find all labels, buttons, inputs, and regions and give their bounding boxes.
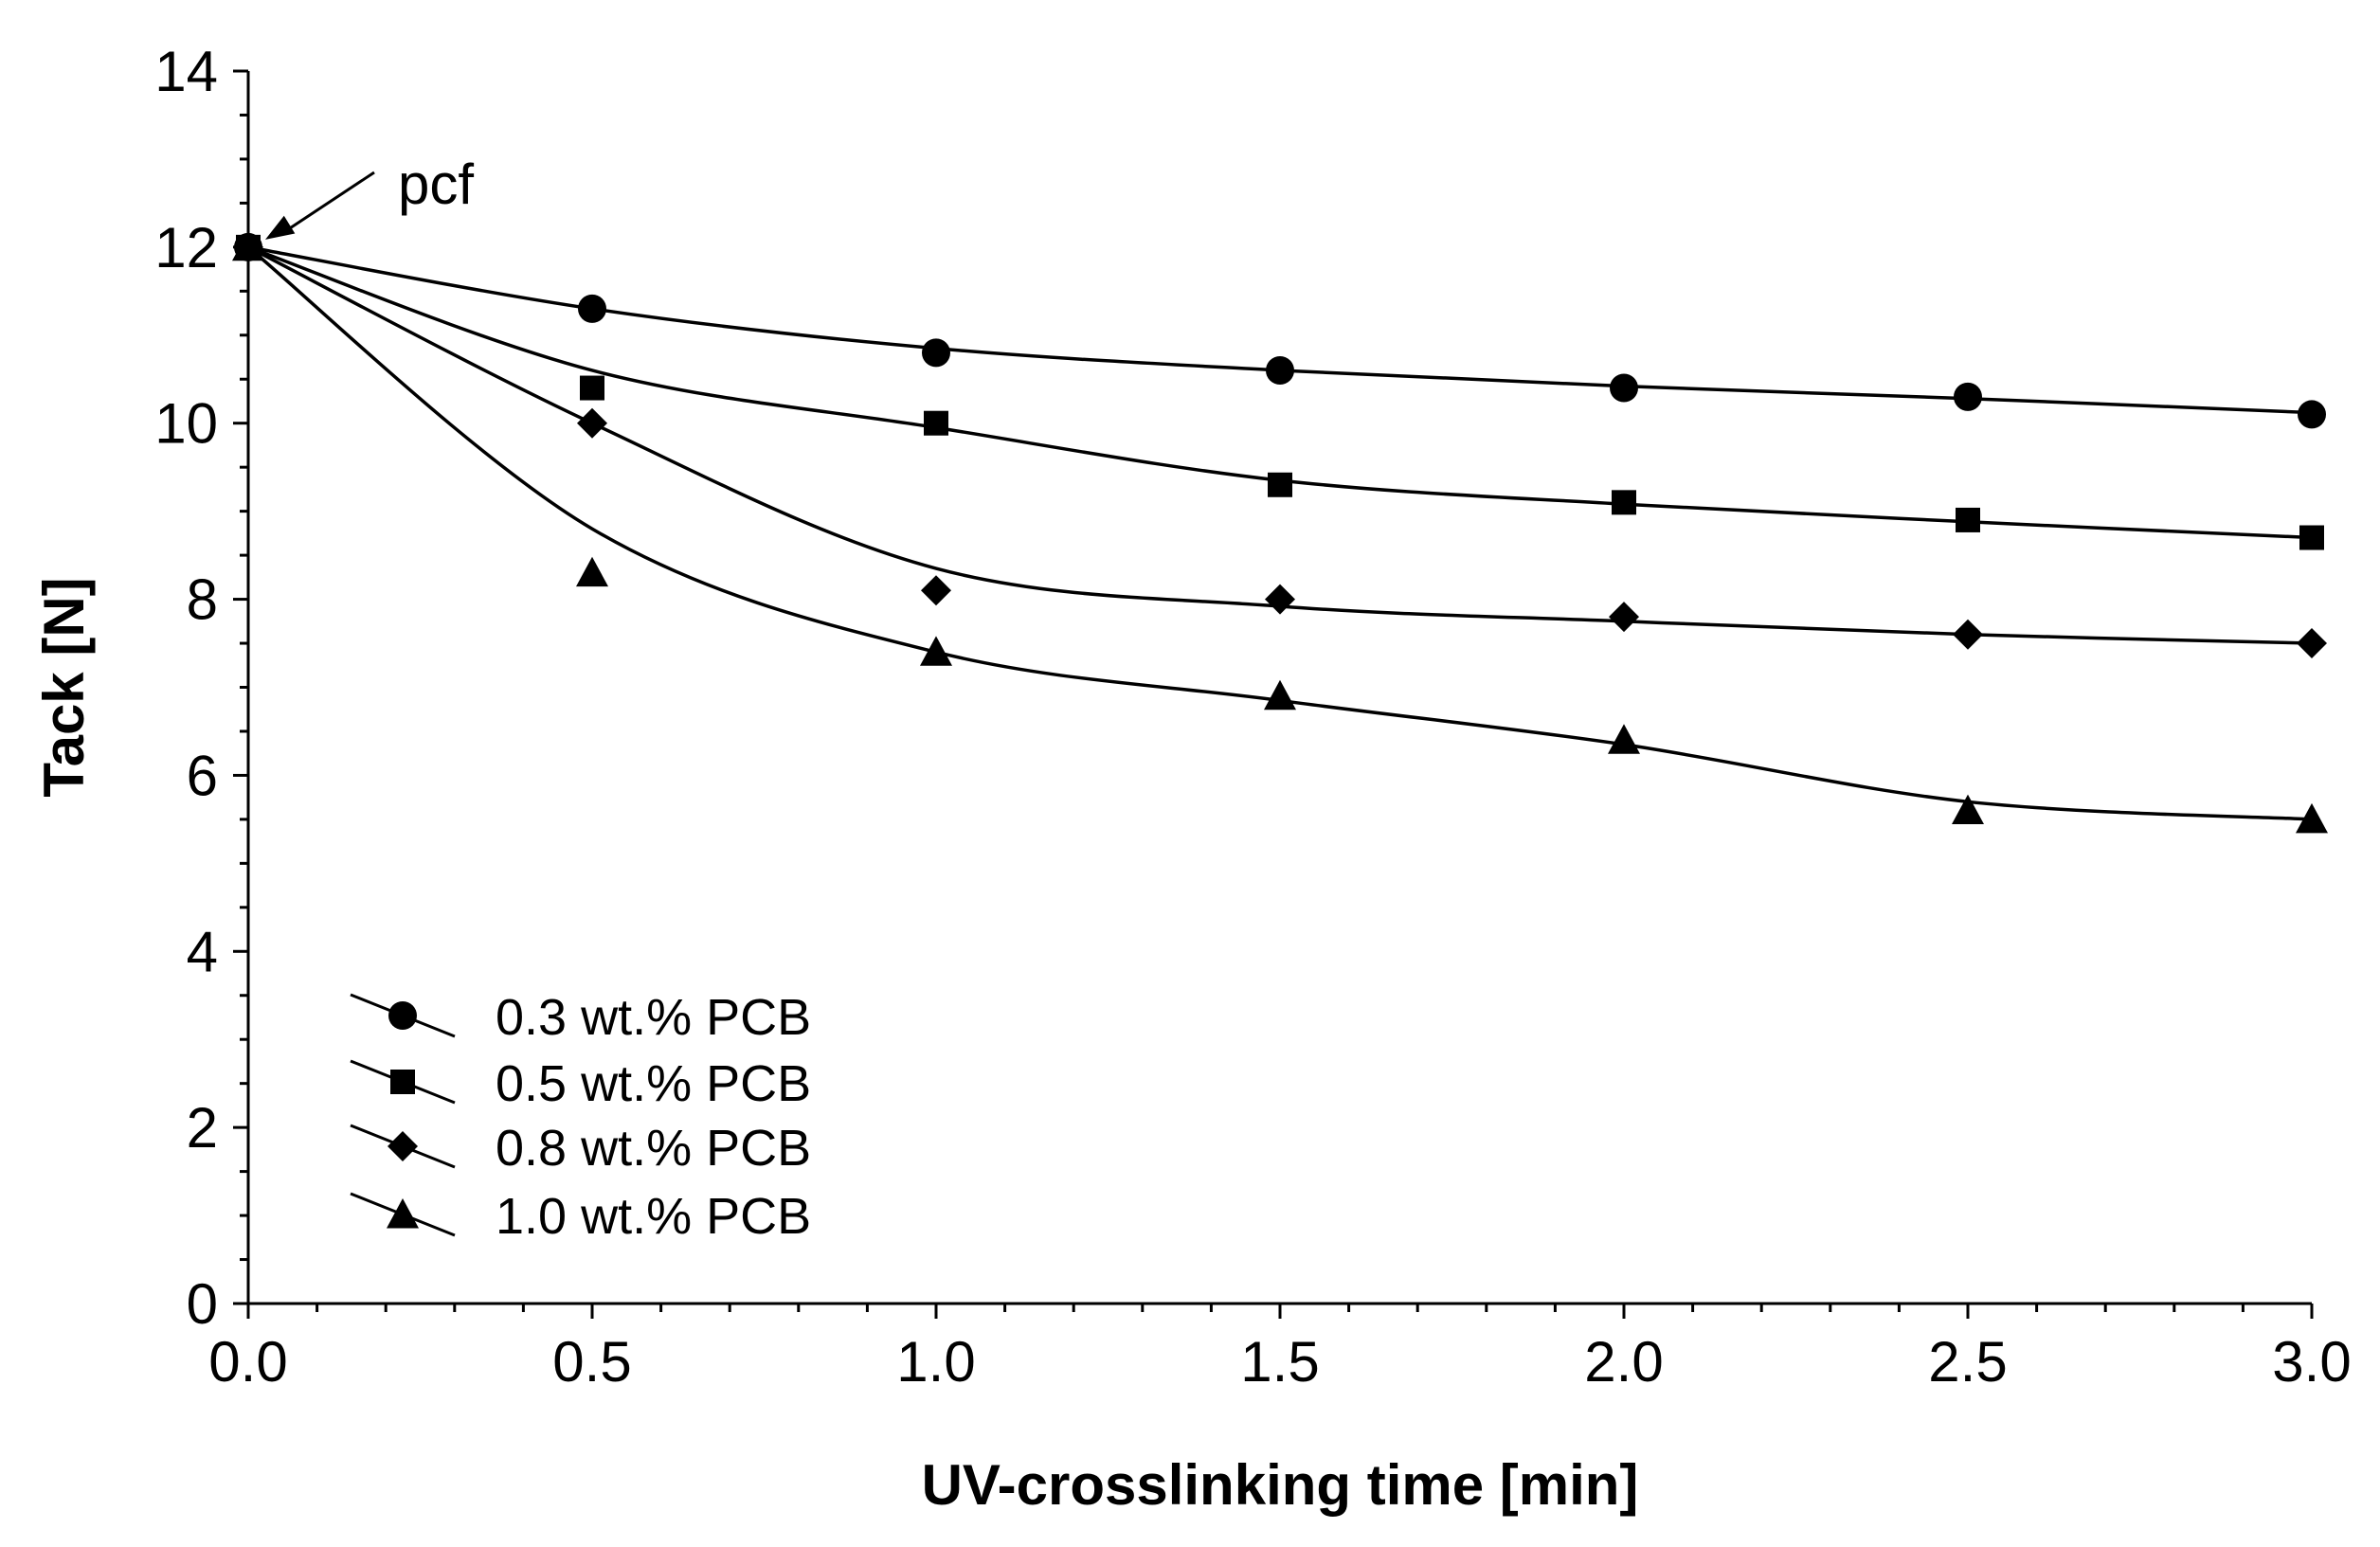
markers <box>232 230 2328 834</box>
data-point-square <box>1956 507 1980 532</box>
data-point-square <box>580 375 604 401</box>
y-tick-label: 2 <box>187 1096 218 1160</box>
plot-area: 0.0 0.5 1.0 1.5 2.0 2.5 3.0 0 2 4 6 8 10 12 14 <box>154 40 2351 1394</box>
data-point-circle <box>578 294 606 323</box>
y-tick-label: 14 <box>154 40 218 103</box>
annotation-arrow-head-icon <box>265 215 296 240</box>
data-point-triangle <box>232 230 264 261</box>
legend-item: 0.3 wt.% PCB <box>350 989 811 1046</box>
y-tick-label: 4 <box>187 920 218 983</box>
series-line-diamond <box>247 245 2313 645</box>
data-point-circle <box>1266 355 1294 385</box>
x-ticks: 0.0 0.5 1.0 1.5 2.0 2.5 3.0 <box>208 1304 2352 1394</box>
annotation-arrow-line <box>283 171 375 234</box>
data-point-triangle <box>920 636 952 666</box>
x-tick-label: 2.0 <box>1584 1330 1663 1394</box>
legend-marker-circle <box>388 1001 417 1030</box>
pcf-annotation: pcf <box>265 153 474 240</box>
y-tick-label: 12 <box>154 216 218 279</box>
x-tick-label: 0.5 <box>552 1330 631 1394</box>
legend-marker-triangle <box>387 1198 419 1229</box>
x-tick-label: 3.0 <box>2272 1330 2351 1394</box>
data-point-circle <box>922 338 950 368</box>
data-point-diamond <box>1265 584 1295 615</box>
legend-marker-diamond <box>388 1131 418 1161</box>
data-point-triangle <box>576 556 608 587</box>
data-point-diamond <box>2297 628 2327 659</box>
x-tick-label: 1.5 <box>1240 1330 1319 1394</box>
y-ticks: 0 2 4 6 8 10 12 14 <box>154 40 248 1336</box>
x-axis-title: UV-crosslinking time [min] <box>922 1453 1639 1517</box>
data-point-diamond <box>1953 619 1983 650</box>
series-line-triangle <box>246 245 2313 821</box>
data-point-diamond <box>1609 602 1639 633</box>
y-tick-label: 10 <box>154 392 218 456</box>
data-point-square <box>1268 472 1292 497</box>
y-tick-label: 6 <box>187 744 218 807</box>
legend-label: 0.3 wt.% PCB <box>496 989 811 1046</box>
data-point-triangle <box>1264 679 1296 711</box>
data-point-square <box>2299 525 2324 550</box>
y-tick-label: 8 <box>187 568 218 632</box>
annotation-label: pcf <box>398 153 474 216</box>
x-tick-label: 0.0 <box>208 1330 287 1394</box>
y-axis-title: Tack [N] <box>32 577 96 797</box>
data-point-diamond <box>577 407 607 439</box>
legend-item: 0.8 wt.% PCB <box>350 1120 811 1177</box>
legend-marker-square <box>390 1070 415 1094</box>
data-point-triangle <box>2296 802 2328 834</box>
legend-label: 1.0 wt.% PCB <box>496 1188 811 1245</box>
data-point-triangle <box>1952 794 1984 825</box>
data-point-circle <box>2298 400 2326 429</box>
legend-label: 0.8 wt.% PCB <box>496 1120 811 1177</box>
data-point-diamond <box>921 575 951 606</box>
legend-item: 1.0 wt.% PCB <box>350 1188 811 1245</box>
x-tick-label: 2.5 <box>1928 1330 2007 1394</box>
x-tick-label: 1.0 <box>896 1330 975 1394</box>
data-point-square <box>924 410 948 436</box>
data-point-triangle <box>1608 724 1640 754</box>
data-point-circle <box>1610 373 1638 403</box>
data-point-square <box>1612 490 1636 515</box>
legend-label: 0.5 wt.% PCB <box>496 1055 811 1112</box>
legend: 0.3 wt.% PCB 0.5 wt.% PCB 0.8 wt.% PCB 1.0 … <box>350 989 811 1245</box>
fit-lines <box>246 245 2313 821</box>
y-tick-label: 0 <box>187 1272 218 1336</box>
data-point-circle <box>1954 382 1982 411</box>
legend-item: 0.5 wt.% PCB <box>350 1055 811 1112</box>
series-line-circle <box>247 245 2313 415</box>
